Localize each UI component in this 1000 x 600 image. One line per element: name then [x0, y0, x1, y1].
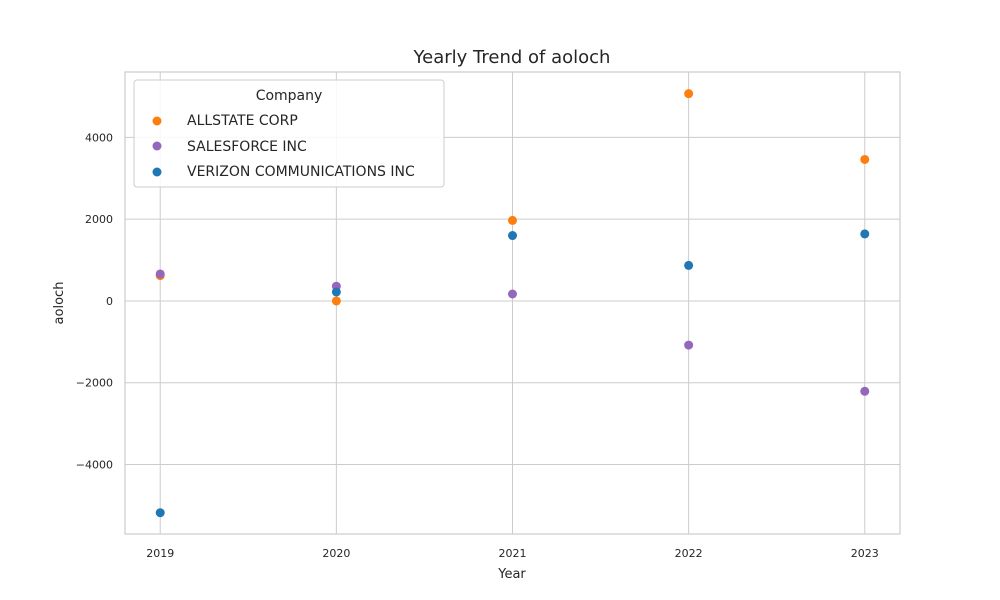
legend-label-salesforce: SALESFORCE INC — [187, 139, 307, 155]
x-tick-label: 2023 — [851, 547, 879, 560]
data-point-salesforce-inc-2019 — [155, 269, 165, 279]
data-point-allstate-corp-2020 — [331, 296, 341, 306]
y-tick-label: −4000 — [76, 458, 113, 471]
data-point-salesforce-inc-2022 — [684, 340, 694, 350]
data-point-salesforce-inc-2023 — [860, 386, 870, 396]
legend-box — [133, 79, 445, 188]
data-point-verizon-communications-inc-2021 — [508, 231, 517, 241]
y-tick-label: 0 — [106, 295, 113, 308]
data-point-verizon-communications-inc-2020 — [331, 287, 341, 297]
chart-title: Yearly Trend of aoloch — [413, 47, 611, 68]
y-tick-label: 2000 — [85, 213, 113, 226]
legend-marker-salesforce — [152, 141, 162, 151]
x-tick-labels: 2019 2020 2021 2022 2023 — [146, 547, 879, 560]
data-point-verizon-communications-inc-2023 — [860, 229, 870, 239]
x-tick-label: 2021 — [499, 547, 527, 560]
legend-marker-allstate — [152, 116, 162, 126]
x-tick-label: 2022 — [675, 547, 703, 560]
legend-label-allstate: ALLSTATE CORP — [187, 113, 298, 129]
legend: Company ALLSTATE CORP SALESFORCE INC VER… — [133, 79, 445, 188]
legend-marker-verizon — [152, 167, 162, 177]
data-point-verizon-communications-inc-2022 — [684, 260, 694, 270]
x-axis-label: Year — [497, 567, 526, 582]
data-point-salesforce-inc-2021 — [508, 289, 517, 299]
x-tick-label: 2019 — [146, 547, 174, 560]
y-axis-label: aoloch — [52, 282, 67, 325]
y-tick-labels: −4000 −2000 0 2000 4000 — [76, 131, 113, 471]
legend-title: Company — [256, 88, 323, 104]
plot-frame — [124, 71, 901, 535]
x-tick-label: 2020 — [322, 547, 350, 560]
data-point-allstate-corp-2021 — [508, 215, 517, 225]
data-points — [155, 89, 870, 518]
y-tick-label: 4000 — [85, 131, 113, 144]
data-point-allstate-corp-2022 — [684, 89, 694, 99]
data-point-verizon-communications-inc-2019 — [155, 508, 165, 518]
data-point-allstate-corp-2023 — [860, 154, 870, 164]
legend-label-verizon: VERIZON COMMUNICATIONS INC — [187, 164, 415, 180]
y-tick-label: −2000 — [76, 377, 113, 390]
